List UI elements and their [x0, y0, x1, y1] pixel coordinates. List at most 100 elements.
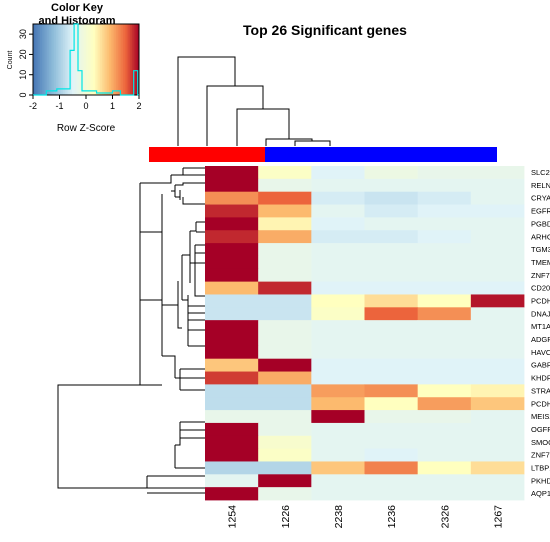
heatmap-cell	[417, 166, 472, 180]
heatmap-cell	[417, 320, 472, 334]
column-label: 1226	[280, 505, 292, 529]
heatmap-cell	[258, 371, 312, 385]
row-label: CD200	[531, 284, 550, 293]
heatmap-cell	[311, 371, 365, 385]
color-key-swatch	[45, 24, 48, 95]
heatmap-cell	[258, 422, 312, 437]
heatmap-cell	[311, 358, 365, 372]
color-key-swatch	[105, 24, 108, 95]
row-label: HAVCR1	[531, 348, 550, 357]
color-key-y-tick-label: 0	[18, 92, 28, 97]
color-key-swatch	[100, 24, 103, 95]
color-key-swatch	[103, 24, 106, 95]
heatmap-cell	[417, 345, 472, 360]
chart-title: Top 26 Significant genes	[243, 22, 407, 38]
heatmap-cell	[258, 461, 312, 475]
heatmap-cell	[364, 243, 419, 257]
heatmap-cell	[205, 487, 259, 501]
color-key-swatch	[98, 24, 101, 95]
row-label: ZNF723	[531, 271, 550, 280]
heatmap-cell	[364, 397, 419, 411]
heatmap-cell	[364, 191, 419, 205]
heatmap-cell	[470, 345, 525, 360]
heatmap-cell	[364, 487, 419, 501]
heatmap-cell	[470, 307, 525, 321]
heatmap-cell	[258, 358, 312, 372]
heatmap-cell	[364, 178, 419, 193]
heatmap-cell	[205, 294, 259, 308]
color-key: Color Key and Histogram -2 -1 0 1 2 0102030 …	[7, 2, 142, 134]
heatmap-cell	[311, 397, 365, 411]
color-key-swatch	[89, 24, 92, 95]
row-label: MEIS2	[531, 412, 550, 421]
heatmap-cell	[311, 243, 365, 257]
color-key-swatch	[128, 24, 131, 95]
color-key-swatch	[119, 24, 122, 95]
heatmap-cell	[258, 191, 312, 205]
heatmap-cell	[205, 358, 259, 372]
heatmap-cell	[258, 487, 312, 501]
heatmap-cell	[417, 191, 472, 205]
heatmap-cell	[311, 461, 365, 475]
heatmap-cell	[258, 230, 312, 244]
heatmap-cell	[417, 371, 472, 385]
heatmap-cell	[470, 320, 525, 334]
heatmap-cell	[417, 487, 472, 501]
heatmap-cell	[364, 320, 419, 334]
row-label: ADGRF2	[531, 335, 550, 344]
heatmap-cell	[205, 191, 259, 205]
heatmap-cell	[364, 422, 419, 437]
heatmap-cell	[417, 230, 472, 244]
heatmap-cell	[470, 178, 525, 193]
heatmap-cell	[364, 410, 419, 424]
heatmap-cell	[470, 474, 525, 488]
row-label: CRYAB	[531, 194, 550, 203]
color-key-x-tick-label: -1	[55, 101, 63, 111]
row-label: AQP1	[531, 489, 550, 498]
heatmap-cell	[470, 191, 525, 205]
color-key-swatch	[64, 24, 67, 95]
heatmap-cell	[417, 243, 472, 257]
heatmap-cell	[364, 294, 419, 308]
heatmap-cell	[417, 307, 472, 321]
heatmap-cell	[258, 307, 312, 321]
heatmap-cell	[311, 410, 365, 424]
heatmap-cell	[470, 243, 525, 257]
color-key-y-tick-label: 30	[18, 29, 28, 39]
column-label: 2238	[333, 505, 345, 529]
heatmap-cell	[258, 410, 312, 424]
color-key-swatch	[96, 24, 99, 95]
color-key-swatch	[112, 24, 115, 95]
heatmap-cell	[205, 204, 259, 218]
heatmap-cell	[205, 230, 259, 244]
heatmap-cell	[364, 230, 419, 244]
heatmap-cell	[470, 294, 525, 308]
color-key-swatch	[48, 24, 52, 95]
heatmap-cell	[311, 191, 365, 205]
heatmap-cell	[364, 307, 419, 321]
color-key-swatch	[86, 24, 89, 95]
row-labels: SLC20A2 RELN CRYAB EGFR PGBD5 ARHGAP4 TGM3 TMEM…	[531, 168, 550, 498]
row-label: PCDHB2	[531, 296, 550, 305]
heatmap-cell	[205, 268, 259, 283]
color-key-swatch	[117, 24, 120, 95]
heatmap-cell	[205, 243, 259, 257]
heatmap-cell	[470, 230, 525, 244]
color-key-x-tick-label: -2	[29, 101, 37, 111]
heatmap-cell	[364, 474, 419, 488]
color-key-swatch	[34, 24, 37, 95]
color-key-histogram	[33, 23, 139, 96]
color-key-swatch	[93, 24, 96, 95]
row-label: PKHD1L1	[531, 476, 550, 485]
color-key-swatch	[41, 24, 44, 95]
color-key-swatch	[107, 24, 110, 95]
color-key-ylabel: Count	[7, 51, 14, 70]
heatmap-cell	[258, 178, 312, 193]
heatmap-cell	[364, 268, 419, 283]
heatmap-cell	[311, 307, 365, 321]
color-key-swatch	[87, 24, 90, 95]
row-label: MT1A	[531, 322, 550, 331]
row-dendrogram	[57, 167, 205, 494]
color-key-swatch	[135, 24, 138, 95]
heatmap-cell	[205, 281, 259, 295]
